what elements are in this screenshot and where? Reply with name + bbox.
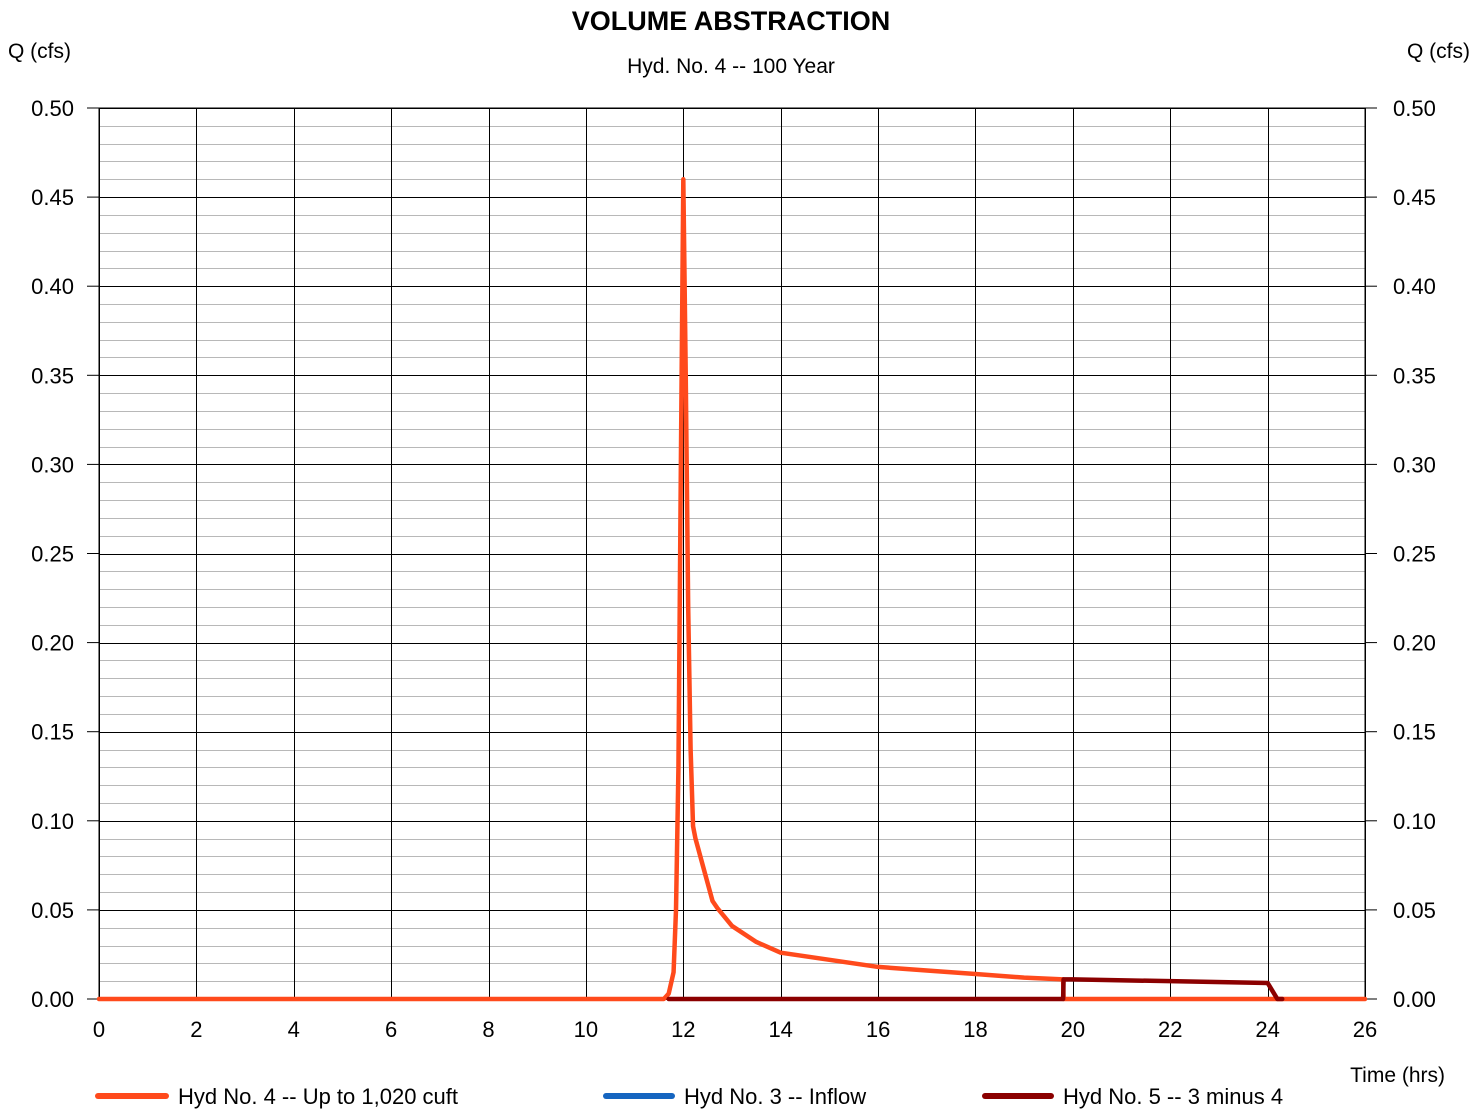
- y-tick-label-right: 0.45: [1393, 185, 1436, 210]
- x-tick-label: 22: [1158, 1017, 1182, 1042]
- legend-item-hyd3: Hyd No. 3 -- Inflow: [603, 1084, 866, 1109]
- y-tick-label-right: 0.20: [1393, 631, 1436, 656]
- x-tick-label: 8: [482, 1017, 494, 1042]
- legend-item-hyd5: Hyd No. 5 -- 3 minus 4: [982, 1084, 1283, 1109]
- x-tick-label: 26: [1353, 1017, 1377, 1042]
- legend-item-hyd4: Hyd No. 4 -- Up to 1,020 cuft: [95, 1084, 458, 1109]
- y-tick-label-left: 0.20: [31, 631, 74, 656]
- y-tick-label-left: 0.45: [31, 185, 74, 210]
- y-tick-label-left: 0.00: [31, 987, 74, 1012]
- series-line-0: [96, 177, 1368, 1002]
- y-tick-label-left: 0.25: [31, 542, 74, 567]
- legend-label-hyd4: Hyd No. 4 -- Up to 1,020 cuft: [178, 1084, 458, 1109]
- series: [96, 177, 1368, 1002]
- x-tick-label: 4: [288, 1017, 300, 1042]
- series-line-2: [666, 977, 1285, 1002]
- y-tick-label-left: 0.50: [31, 96, 74, 121]
- x-tick-label: 24: [1255, 1017, 1279, 1042]
- legend: Hyd No. 4 -- Up to 1,020 cuft Hyd No. 3 …: [95, 1084, 1283, 1109]
- legend-label-hyd3: Hyd No. 3 -- Inflow: [684, 1084, 866, 1109]
- ticks: 0.00 0.00 0.05 0.05 0.10 0.10 0.15 0.15 0.20 0.20…: [31, 96, 1436, 1042]
- x-tick-label: 6: [385, 1017, 397, 1042]
- y-tick-label-left: 0.35: [31, 363, 74, 388]
- x-tick-label: 16: [866, 1017, 890, 1042]
- y-tick-label-right: 0.15: [1393, 720, 1436, 745]
- y-tick-label-right: 0.05: [1393, 898, 1436, 923]
- chart-subtitle: Hyd. No. 4 -- 100 Year: [627, 55, 835, 78]
- x-axis-label: Time (hrs): [1350, 1064, 1445, 1087]
- legend-label-hyd5: Hyd No. 5 -- 3 minus 4: [1063, 1084, 1283, 1109]
- chart-title: VOLUME ABSTRACTION: [572, 6, 891, 36]
- y-tick-label-left: 0.05: [31, 898, 74, 923]
- x-tick-label: 0: [93, 1017, 105, 1042]
- x-tick-label: 18: [963, 1017, 987, 1042]
- y-tick-label-right: 0.00: [1393, 987, 1436, 1012]
- x-tick-label: 12: [671, 1017, 695, 1042]
- x-tick-label: 14: [768, 1017, 792, 1042]
- x-tick-label: 2: [190, 1017, 202, 1042]
- y-tick-label-right: 0.25: [1393, 542, 1436, 567]
- x-tick-label: 10: [574, 1017, 598, 1042]
- y-tick-label-right: 0.40: [1393, 274, 1436, 299]
- y-tick-label-right: 0.50: [1393, 96, 1436, 121]
- y-tick-label-right: 0.30: [1393, 452, 1436, 477]
- y-tick-label-left: 0.15: [31, 720, 74, 745]
- y-axis-label-right: Q (cfs): [1407, 40, 1470, 63]
- x-tick-label: 20: [1061, 1017, 1085, 1042]
- y-tick-label-right: 0.10: [1393, 809, 1436, 834]
- y-axis-label-left: Q (cfs): [8, 40, 71, 63]
- y-tick-label-left: 0.30: [31, 452, 74, 477]
- y-tick-label-right: 0.35: [1393, 363, 1436, 388]
- y-tick-label-left: 0.10: [31, 809, 74, 834]
- y-tick-label-left: 0.40: [31, 274, 74, 299]
